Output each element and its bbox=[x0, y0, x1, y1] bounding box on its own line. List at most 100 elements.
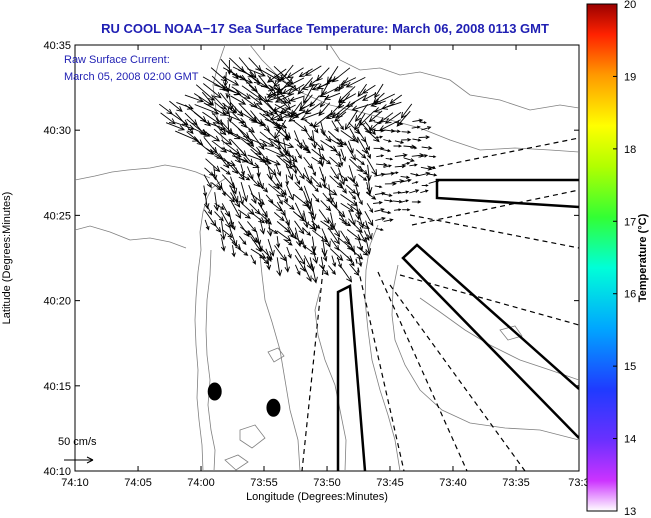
current-arrow bbox=[357, 209, 365, 229]
colorbar-ticks: 13 14 15 16 17 18 19 20 bbox=[613, 0, 636, 518]
current-arrow bbox=[391, 129, 401, 133]
x-tick-label: 74:05 bbox=[124, 477, 152, 489]
current-arrow bbox=[201, 91, 214, 106]
current-arrow bbox=[428, 173, 438, 177]
current-arrow bbox=[328, 265, 336, 276]
current-arrow bbox=[347, 176, 359, 187]
current-arrow bbox=[286, 246, 292, 259]
current-arrow bbox=[169, 112, 189, 126]
current-arrow bbox=[389, 94, 403, 105]
current-arrow bbox=[393, 191, 402, 195]
current-arrow bbox=[311, 245, 319, 265]
current-arrow bbox=[420, 189, 429, 194]
current-arrow bbox=[320, 156, 332, 165]
current-arrow bbox=[391, 171, 399, 175]
current-arrow bbox=[231, 86, 251, 100]
current-arrow bbox=[303, 174, 313, 184]
current-arrow bbox=[409, 163, 418, 167]
current-arrow bbox=[298, 102, 314, 112]
current-arrow bbox=[276, 193, 283, 206]
current-arrow bbox=[266, 218, 273, 237]
current-arrow bbox=[240, 181, 248, 203]
current-arrow bbox=[375, 216, 386, 221]
dashed-track-2 bbox=[411, 189, 579, 226]
current-arrow bbox=[338, 173, 349, 182]
current-arrow bbox=[249, 103, 275, 116]
contour-top-1 bbox=[329, 45, 579, 111]
current-arrow bbox=[256, 146, 269, 163]
current-arrow bbox=[304, 103, 321, 115]
current-arrow bbox=[358, 239, 364, 251]
current-arrow bbox=[285, 174, 290, 186]
current-arrow bbox=[382, 210, 392, 215]
current-arrow bbox=[294, 264, 301, 276]
current-arrow bbox=[282, 158, 297, 168]
scale-arrow bbox=[64, 456, 94, 464]
current-arrow bbox=[318, 209, 330, 225]
current-arrow bbox=[411, 125, 421, 129]
current-arrow bbox=[303, 266, 312, 283]
current-arrow bbox=[329, 156, 342, 168]
current-arrow bbox=[229, 101, 244, 117]
dashed-track-1 bbox=[429, 137, 579, 169]
dashed-track-5 bbox=[389, 284, 526, 471]
current-arrow bbox=[403, 157, 415, 162]
current-arrow bbox=[338, 93, 357, 104]
current-arrow bbox=[276, 154, 293, 170]
current-arrow bbox=[202, 129, 221, 142]
current-arrow bbox=[264, 212, 269, 225]
current-arrow bbox=[311, 130, 318, 150]
current-arrow bbox=[362, 92, 377, 101]
current-arrow bbox=[337, 120, 344, 131]
current-arrow bbox=[211, 182, 222, 191]
current-arrow bbox=[295, 148, 302, 160]
current-arrow bbox=[283, 192, 288, 203]
current-arrow bbox=[265, 94, 285, 103]
current-arrow bbox=[322, 192, 331, 203]
track-outlines bbox=[301, 137, 579, 471]
current-arrow bbox=[250, 193, 265, 206]
current-arrow bbox=[428, 155, 437, 159]
current-arrow bbox=[227, 107, 233, 123]
current-arrow bbox=[221, 174, 236, 189]
current-arrow bbox=[213, 192, 220, 212]
solid-track-north bbox=[435, 178, 579, 209]
current-arrow bbox=[357, 165, 368, 176]
current-arrow bbox=[282, 147, 298, 163]
current-arrow bbox=[374, 135, 384, 139]
current-arrow bbox=[338, 93, 351, 109]
current-arrow bbox=[194, 104, 220, 115]
current-arrow bbox=[247, 68, 266, 77]
current-arrow bbox=[362, 84, 376, 94]
current-arrow bbox=[411, 200, 422, 204]
current-arrow bbox=[274, 93, 292, 111]
current-arrow bbox=[250, 254, 256, 265]
current-arrow bbox=[330, 145, 342, 157]
current-arrow bbox=[349, 263, 360, 276]
current-arrow bbox=[286, 77, 305, 87]
current-arrow bbox=[274, 93, 294, 103]
current-arrow bbox=[401, 137, 412, 142]
current-arrow bbox=[391, 179, 405, 184]
current-arrow bbox=[364, 210, 374, 227]
current-arrow bbox=[237, 127, 255, 148]
current-arrow bbox=[289, 95, 305, 102]
current-arrow bbox=[383, 164, 393, 168]
current-arrow bbox=[265, 248, 272, 263]
current-arrow bbox=[365, 220, 373, 240]
colorbar-tick-label: 20 bbox=[624, 0, 636, 11]
current-arrow bbox=[310, 137, 325, 151]
current-arrow bbox=[301, 218, 317, 230]
current-arrow bbox=[258, 182, 269, 193]
current-arrow bbox=[311, 183, 319, 193]
current-arrow bbox=[169, 100, 183, 113]
x-tick-label: 73:50 bbox=[313, 477, 341, 489]
current-arrow bbox=[373, 200, 383, 205]
colorbar-tick-label: 17 bbox=[624, 216, 636, 228]
current-arrow bbox=[259, 138, 275, 147]
current-arrow bbox=[355, 157, 365, 166]
current-arrow bbox=[220, 166, 231, 175]
current-arrow bbox=[230, 95, 247, 105]
current-arrow bbox=[346, 145, 356, 161]
current-arrow bbox=[330, 238, 340, 251]
